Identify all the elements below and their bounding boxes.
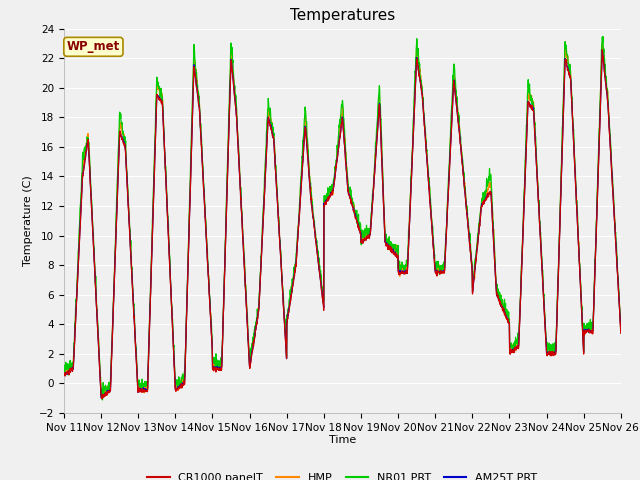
Line: NR01 PRT: NR01 PRT — [64, 36, 621, 400]
AM25T PRT — [568, 100, 575, 106]
AM25T PRT — [504, 318, 512, 324]
Text: WP_met: WP_met — [67, 40, 120, 53]
NR01 PRT — [599, 34, 607, 39]
NR01 PRT — [359, 234, 367, 240]
NR01 PRT — [60, 365, 68, 371]
HMP — [617, 326, 625, 332]
HMP — [598, 41, 606, 47]
CR1000 panelT — [99, 396, 106, 402]
HMP — [99, 393, 107, 399]
CR1000 panelT — [584, 329, 591, 335]
NR01 PRT — [568, 96, 575, 101]
HMP — [359, 235, 367, 240]
CR1000 panelT — [359, 237, 367, 242]
CR1000 panelT — [371, 169, 379, 175]
NR01 PRT — [371, 162, 379, 168]
HMP — [216, 360, 223, 366]
Legend: CR1000 panelT, HMP, NR01 PRT, AM25T PRT: CR1000 panelT, HMP, NR01 PRT, AM25T PRT — [143, 468, 542, 480]
Line: CR1000 panelT: CR1000 panelT — [64, 50, 621, 399]
X-axis label: Time: Time — [329, 435, 356, 445]
AM25T PRT — [60, 372, 68, 378]
NR01 PRT — [216, 359, 223, 365]
HMP — [584, 328, 591, 334]
CR1000 panelT — [60, 371, 68, 377]
CR1000 panelT — [504, 320, 512, 326]
AM25T PRT — [371, 167, 379, 172]
CR1000 panelT — [617, 330, 625, 336]
NR01 PRT — [99, 397, 106, 403]
AM25T PRT — [97, 395, 105, 401]
CR1000 panelT — [568, 101, 575, 107]
CR1000 panelT — [216, 365, 223, 371]
AM25T PRT — [598, 48, 606, 53]
Line: HMP: HMP — [64, 44, 621, 396]
NR01 PRT — [584, 322, 591, 328]
NR01 PRT — [617, 319, 625, 325]
NR01 PRT — [504, 315, 512, 321]
HMP — [60, 372, 68, 378]
AM25T PRT — [617, 328, 625, 334]
Y-axis label: Temperature (C): Temperature (C) — [23, 175, 33, 266]
HMP — [568, 97, 575, 103]
AM25T PRT — [584, 327, 591, 333]
Line: AM25T PRT: AM25T PRT — [64, 50, 621, 398]
Title: Temperatures: Temperatures — [290, 9, 395, 24]
AM25T PRT — [359, 239, 367, 245]
AM25T PRT — [216, 364, 223, 370]
CR1000 panelT — [598, 47, 606, 53]
HMP — [371, 164, 379, 169]
HMP — [504, 317, 512, 323]
